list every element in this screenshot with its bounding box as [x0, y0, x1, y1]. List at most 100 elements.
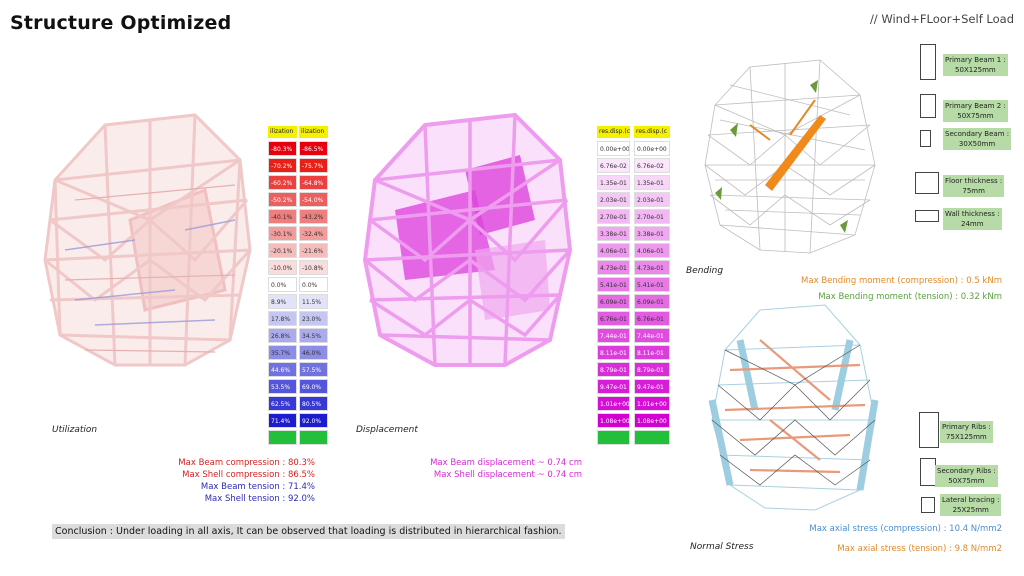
legend-cell: 80.5%: [299, 396, 328, 411]
legend-cell: 6.09e-01: [634, 294, 670, 309]
legend-cell: 9.47e-01: [597, 379, 630, 394]
section-label-line: Floor thickness :: [945, 177, 1003, 185]
legend-cell: 7.44e-01: [634, 328, 670, 343]
section-label-line: Primary Beam 2 :: [945, 102, 1006, 110]
legend-cell: 2.70e-01: [597, 209, 630, 224]
legend-cell: 6.76e-01: [634, 311, 670, 326]
section-label-line: Secondary Ribs :: [937, 467, 996, 475]
displacement-legend-col-2: res.disp.(c 0.00e+00 6.76e-02 1.35e-01 2.03e…: [634, 126, 670, 447]
legend-cell: 0.0%: [299, 277, 328, 292]
legend-cell: 0.00e+00: [634, 141, 670, 156]
section-label-line: 50X75mm: [957, 112, 994, 120]
legend-cell: 23.0%: [299, 311, 328, 326]
legend-cell: -75.7%: [299, 158, 328, 173]
legend-cell: -10.0%: [268, 260, 297, 275]
section-label: Wall thickness : 24mm: [943, 208, 1002, 230]
legend-cell: 2.03e-01: [597, 192, 630, 207]
displacement-caption: Displacement: [356, 425, 418, 435]
section-label: Secondary Ribs : 50X75mm: [935, 465, 998, 487]
legend-cell: 4.06e-01: [634, 243, 670, 258]
legend-cell: 5.41e-01: [634, 277, 670, 292]
legend-cell: -70.2%: [268, 158, 297, 173]
section-label: Primary Beam 1 : 50X125mm: [943, 54, 1008, 76]
legend-cell: 4.73e-01: [634, 260, 670, 275]
section-label-line: 24mm: [960, 220, 984, 228]
stat-line: Max Beam compression : 80.3%: [178, 458, 315, 468]
utilization-model: [43, 113, 252, 367]
legend-cell: 3.38e-01: [634, 226, 670, 241]
stat-line: Max axial stress (compression) : 10.4 N/…: [809, 524, 1002, 534]
section-profile-box: [920, 130, 931, 147]
legend-cell: 17.8%: [268, 311, 297, 326]
legend-cell: [597, 430, 630, 445]
legend-cell: [634, 430, 670, 445]
legend-cell: 1.01e+00: [634, 396, 670, 411]
legend-cell: 1.35e-01: [634, 175, 670, 190]
legend-cell: 1.08e+00: [597, 413, 630, 428]
stat-line: Max Beam displacement ~ 0.74 cm: [430, 458, 582, 468]
legend-cell: 0.00e+00: [597, 141, 630, 156]
legend-cell: -86.5%: [299, 141, 328, 156]
legend-cell: 11.5%: [299, 294, 328, 309]
legend-cell: 6.76e-02: [634, 158, 670, 173]
legend-cell: 34.5%: [299, 328, 328, 343]
legend-cell: 8.9%: [268, 294, 297, 309]
legend-cell: -30.1%: [268, 226, 297, 241]
page-title: Structure Optimized: [10, 12, 232, 34]
legend-header: ilization: [268, 126, 297, 138]
legend-cell: 71.4%: [268, 413, 297, 428]
section-label: Primary Beam 2 : 50X75mm: [943, 100, 1008, 122]
section-profile-box: [921, 497, 935, 513]
section-profile-box: [920, 458, 936, 486]
normal-stress-caption: Normal Stress: [690, 542, 754, 552]
section-profile-box: [915, 172, 939, 194]
legend-cell: 92.0%: [299, 413, 328, 428]
legend-cell: 0.0%: [268, 277, 297, 292]
section-label-line: 25X25mm: [952, 506, 989, 514]
stat-line: Max Shell tension : 92.0%: [204, 494, 315, 504]
legend-cell: -80.3%: [268, 141, 297, 156]
section-label-line: Wall thickness :: [945, 210, 1000, 218]
legend-cell: [299, 430, 328, 445]
section-label-line: 75X125mm: [946, 433, 987, 441]
legend-cell: -20.1%: [268, 243, 297, 258]
legend-cell: 6.76e-01: [597, 311, 630, 326]
legend-cell: 8.79e-01: [634, 362, 670, 377]
legend-cell: 4.73e-01: [597, 260, 630, 275]
legend-cell: -10.8%: [299, 260, 328, 275]
stat-line: Max Shell compression : 86.5%: [182, 470, 315, 480]
conclusion-text: Conclusion : Under loading in all axis, …: [52, 524, 565, 539]
displacement-model: [362, 112, 573, 367]
legend-cell: -32.4%: [299, 226, 328, 241]
section-label-line: Primary Beam 1 :: [945, 56, 1006, 64]
legend-cell: 7.44e-01: [597, 328, 630, 343]
legend-cell: 44.6%: [268, 362, 297, 377]
legend-cell: 5.41e-01: [597, 277, 630, 292]
legend-cell: -40.1%: [268, 209, 297, 224]
legend-cell: -21.6%: [299, 243, 328, 258]
utilization-legend-col-2: ilization -86.5% -75.7% -64.8% -54.0% -43.2% -…: [299, 126, 328, 447]
legend-cell: 3.38e-01: [597, 226, 630, 241]
legend-cell: 53.5%: [268, 379, 297, 394]
section-profile-box: [919, 412, 939, 448]
bending-model: [704, 59, 876, 254]
legend-cell: 69.0%: [299, 379, 328, 394]
legend-cell: 57.5%: [299, 362, 328, 377]
legend-cell: 26.8%: [268, 328, 297, 343]
legend-cell: 8.11e-01: [597, 345, 630, 360]
utilization-caption: Utilization: [52, 425, 98, 435]
legend-cell: 6.76e-02: [597, 158, 630, 173]
utilization-legend-col-1: ilization -80.3% -70.2% -60.2% -50.2% -40.1% -…: [268, 126, 297, 447]
section-label: Primary Ribs : 75X125mm: [940, 421, 993, 443]
legend-cell: 1.08e+00: [634, 413, 670, 428]
section-label-line: 75mm: [962, 187, 985, 195]
section-label-line: 50X125mm: [955, 66, 996, 74]
legend-cell: 35.7%: [268, 345, 297, 360]
stat-line: Max Beam tension : 71.4%: [200, 482, 315, 492]
stat-line: Max Bending moment (tension) : 0.32 kNm: [818, 292, 1002, 302]
legend-cell: -54.0%: [299, 192, 328, 207]
legend-header: res.disp.(c: [634, 126, 670, 138]
section-label-line: Primary Ribs :: [942, 423, 991, 431]
legend-cell: -43.2%: [299, 209, 328, 224]
legend-cell: 62.5%: [268, 396, 297, 411]
